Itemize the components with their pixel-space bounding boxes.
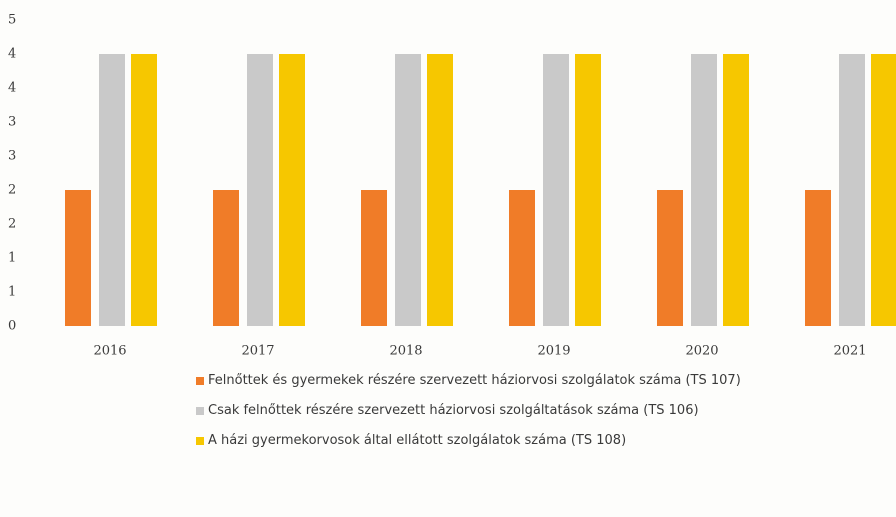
y-tick-label: 2 <box>8 183 16 198</box>
y-tick-label: 3 <box>8 115 16 130</box>
bar <box>131 54 157 326</box>
bar <box>99 54 125 326</box>
x-tick-label: 2018 <box>389 344 422 359</box>
x-tick-label: 2020 <box>685 344 718 359</box>
chart: 0 1 1 2 2 3 3 4 4 5 2016 2017 2018 2019 2020 2021 <box>8 13 896 359</box>
bar <box>805 190 831 326</box>
legend-swatch <box>196 437 204 445</box>
bar <box>213 190 239 326</box>
bar <box>279 54 305 326</box>
bar <box>65 190 91 326</box>
bar <box>395 54 421 326</box>
x-tick-label: 2016 <box>93 344 126 359</box>
bar <box>543 54 569 326</box>
bar <box>871 54 896 326</box>
x-tick-label: 2017 <box>241 344 274 359</box>
bar <box>657 190 683 326</box>
legend: Felnőttek és gyermekek részére szervezet… <box>196 370 796 460</box>
legend-item: Csak felnőttek részére szervezett házior… <box>196 400 768 422</box>
bar <box>691 54 717 326</box>
legend-label: A házi gyermekorvosok által ellátott szo… <box>208 433 627 448</box>
bar <box>723 54 749 326</box>
legend-label: Felnőttek és gyermekek részére szervezet… <box>208 373 741 388</box>
bar <box>361 190 387 326</box>
bar <box>575 54 601 326</box>
legend-item: Felnőttek és gyermekek részére szervezet… <box>196 370 768 392</box>
bar <box>509 190 535 326</box>
x-tick-label: 2021 <box>833 344 866 359</box>
y-tick-label: 0 <box>8 319 16 334</box>
legend-swatch <box>196 377 204 385</box>
bar <box>427 54 453 326</box>
y-tick-label: 5 <box>8 13 16 28</box>
y-tick-label: 2 <box>8 217 16 232</box>
legend-label: Csak felnőttek részére szervezett házior… <box>208 403 699 418</box>
y-tick-label: 4 <box>8 47 16 62</box>
y-tick-label: 3 <box>8 149 16 164</box>
x-tick-label: 2019 <box>537 344 570 359</box>
legend-swatch <box>196 407 204 415</box>
y-tick-label: 4 <box>8 81 16 96</box>
legend-item: A házi gyermekorvosok által ellátott szo… <box>196 430 768 452</box>
y-tick-label: 1 <box>8 285 16 300</box>
y-tick-label: 1 <box>8 251 16 266</box>
bar <box>247 54 273 326</box>
bar <box>839 54 865 326</box>
